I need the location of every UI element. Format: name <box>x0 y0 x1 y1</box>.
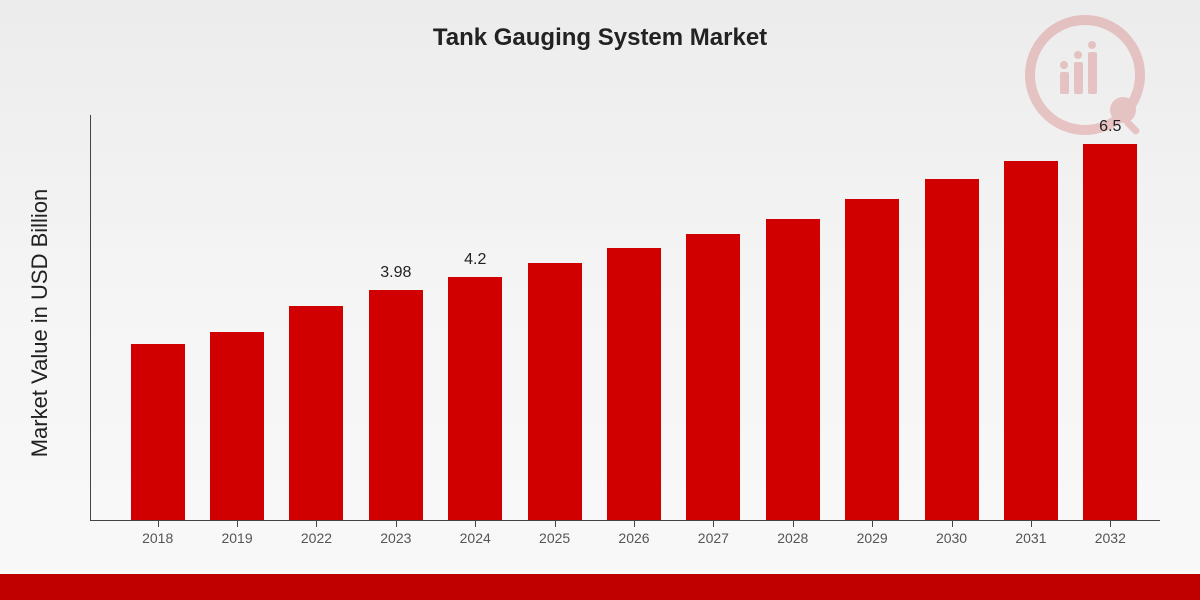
x-axis-category: 2022 <box>301 530 332 546</box>
x-axis-labels: 2018 2019 2022 2023 2024 2025 2026 2027 2028 2029… <box>90 530 1160 560</box>
x-tick <box>475 520 476 527</box>
y-axis-label: Market Value in USD Billion <box>27 133 53 513</box>
x-axis-category: 2030 <box>936 530 967 546</box>
x-tick <box>713 520 714 527</box>
chart-area: 3.984.26.5 20182019202220232024202520262… <box>90 115 1160 520</box>
x-tick <box>555 520 556 527</box>
bar <box>1083 144 1137 520</box>
x-tick <box>634 520 635 527</box>
bar <box>845 199 899 520</box>
x-tick <box>158 520 159 527</box>
x-axis-line <box>90 520 1160 521</box>
x-tick <box>316 520 317 527</box>
y-axis-label-wrap: Market Value in USD Billion <box>10 0 60 600</box>
bar <box>369 290 423 520</box>
footer-band <box>0 574 1200 600</box>
x-axis-category: 2018 <box>142 530 173 546</box>
bar <box>448 277 502 520</box>
bar-value-label: 4.2 <box>464 251 486 269</box>
x-axis-category: 2031 <box>1015 530 1046 546</box>
x-axis-category: 2028 <box>777 530 808 546</box>
x-axis-category: 2026 <box>618 530 649 546</box>
bar-value-label: 3.98 <box>380 264 411 282</box>
x-tick <box>952 520 953 527</box>
x-tick <box>237 520 238 527</box>
x-axis-category: 2023 <box>380 530 411 546</box>
x-tick <box>396 520 397 527</box>
x-tick <box>793 520 794 527</box>
bar <box>766 219 820 520</box>
x-tick <box>872 520 873 527</box>
bar-value-label: 6.5 <box>1099 118 1121 136</box>
bar <box>686 234 740 520</box>
x-axis-category: 2025 <box>539 530 570 546</box>
bar <box>607 248 661 520</box>
x-tick <box>1031 520 1032 527</box>
x-tick <box>1110 520 1111 527</box>
x-axis-category: 2032 <box>1095 530 1126 546</box>
x-axis-category: 2024 <box>460 530 491 546</box>
x-axis-category: 2019 <box>221 530 252 546</box>
bar <box>131 344 185 520</box>
bar <box>289 306 343 520</box>
x-axis-category: 2027 <box>698 530 729 546</box>
chart-stage: Tank Gauging System Market Market Value … <box>0 0 1200 600</box>
bar <box>528 263 582 520</box>
bar <box>925 179 979 520</box>
plot-region: 3.98 4.2 6.5 <box>90 115 1160 520</box>
bar <box>1004 161 1058 520</box>
bar <box>210 332 264 520</box>
x-axis-category: 2029 <box>857 530 888 546</box>
